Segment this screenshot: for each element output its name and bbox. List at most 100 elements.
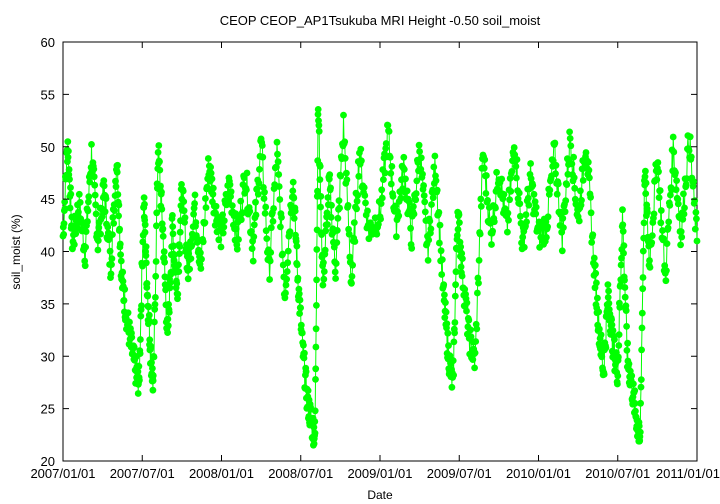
data-point: [110, 220, 118, 227]
data-point: [594, 294, 601, 302]
data-point: [614, 380, 621, 388]
data-point: [637, 383, 645, 391]
data-point: [249, 257, 257, 265]
data-point: [512, 163, 520, 170]
data-point: [207, 169, 215, 177]
data-point: [91, 191, 99, 199]
data-point: [637, 376, 645, 383]
data-point: [274, 158, 282, 166]
data-point: [451, 319, 459, 326]
data-point: [327, 213, 335, 221]
data-point: [672, 186, 680, 194]
data-point: [475, 257, 483, 264]
data-point: [335, 197, 343, 205]
data-point: [592, 269, 600, 277]
data-point: [621, 284, 629, 291]
data-point: [546, 186, 554, 194]
data-point: [311, 407, 319, 415]
data-point: [437, 247, 445, 255]
data-point: [322, 227, 330, 235]
data-point: [313, 246, 321, 253]
data-point: [255, 179, 263, 187]
data-point: [155, 142, 163, 149]
data-point: [248, 228, 255, 235]
data-point: [467, 326, 474, 334]
data-point: [525, 201, 533, 209]
data-point: [279, 250, 286, 258]
data-point: [586, 174, 593, 182]
data-point: [680, 190, 687, 198]
data-point: [215, 236, 223, 244]
data-point: [407, 224, 414, 232]
data-point: [346, 253, 354, 261]
data-point: [621, 293, 629, 301]
data-point: [65, 147, 72, 155]
data-point: [243, 186, 250, 194]
data-point: [298, 329, 306, 337]
data-point: [400, 153, 408, 161]
data-point: [297, 321, 305, 329]
data-point: [473, 325, 481, 333]
data-point: [254, 190, 262, 198]
data-point: [484, 197, 491, 204]
data-point: [553, 190, 561, 198]
data-point: [410, 210, 418, 218]
data-point: [164, 315, 172, 323]
data-point: [615, 342, 623, 349]
data-point: [467, 333, 475, 341]
x-tick-label: 2007/07/01: [110, 466, 175, 481]
data-point: [324, 221, 331, 228]
data-point: [492, 204, 499, 212]
data-point: [227, 188, 235, 196]
data-point: [276, 196, 284, 203]
data-point: [351, 238, 359, 245]
data-point: [406, 198, 413, 206]
data-point: [424, 257, 432, 264]
data-point: [134, 390, 142, 397]
data-point: [373, 230, 381, 238]
data-point: [237, 216, 245, 224]
data-point: [304, 387, 312, 394]
data-point: [438, 271, 446, 278]
data-point: [377, 200, 385, 208]
data-point: [311, 418, 319, 425]
data-point: [469, 356, 477, 363]
data-point: [151, 301, 159, 308]
data-point: [489, 227, 496, 235]
data-point: [253, 185, 261, 193]
data-point: [527, 160, 534, 167]
data-point: [584, 158, 592, 166]
data-point: [609, 327, 617, 334]
y-tick-label: 35: [41, 297, 55, 312]
data-point: [488, 241, 495, 248]
data-point: [415, 141, 423, 149]
data-point: [314, 111, 322, 118]
data-point: [692, 209, 700, 216]
data-point: [104, 223, 112, 231]
data-point: [458, 250, 466, 257]
data-point: [611, 336, 618, 343]
data-point: [170, 242, 178, 250]
data-point: [568, 160, 576, 168]
data-point: [91, 181, 99, 189]
data-point: [115, 201, 123, 209]
data-point: [382, 145, 390, 152]
data-point: [169, 223, 177, 231]
data-point: [348, 273, 356, 280]
data-point: [158, 188, 165, 196]
data-point: [639, 285, 647, 293]
y-tick-label: 20: [41, 454, 55, 469]
data-point: [341, 154, 349, 162]
data-point: [617, 261, 625, 269]
data-point: [454, 226, 462, 233]
data-point: [157, 182, 164, 190]
data-point: [639, 274, 647, 281]
data-point: [259, 153, 267, 161]
data-point: [529, 182, 537, 189]
data-point: [650, 210, 658, 218]
data-point: [523, 218, 530, 226]
data-point: [631, 387, 639, 394]
data-point: [412, 190, 420, 197]
data-point: [453, 232, 461, 239]
data-point: [597, 331, 605, 339]
